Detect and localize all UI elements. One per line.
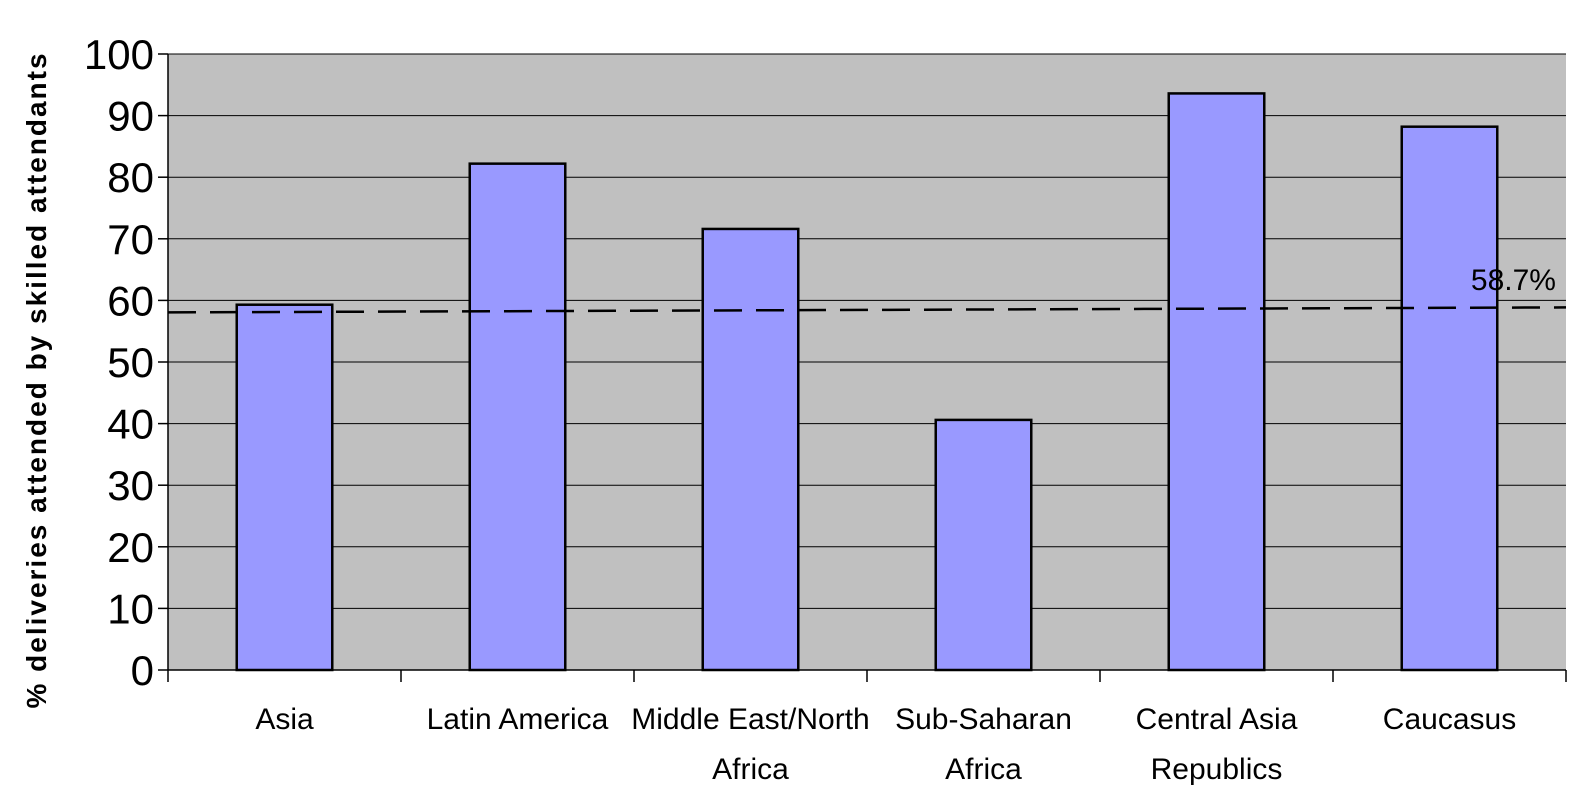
bar: [1400, 125, 1499, 672]
y-tick-label: 0: [131, 647, 154, 694]
x-category-label-line: Sub-Saharan: [895, 703, 1072, 736]
reference-line-label: 58.7%: [1471, 264, 1556, 297]
x-category-label: Central Asia Republics: [1136, 703, 1298, 786]
y-tick-label: 100: [84, 31, 154, 78]
y-tick-labels: 0 10 20 30 40 50 60 70 80 90 100: [84, 31, 154, 694]
y-tick-label: 60: [107, 277, 154, 324]
y-tick-label: 70: [107, 216, 154, 263]
y-tick-label: 20: [107, 524, 154, 571]
y-tick-label: 90: [107, 93, 154, 140]
x-category-label: Latin America: [427, 703, 609, 736]
x-category-label-line: Central Asia: [1136, 703, 1298, 736]
x-category-label-line: Republics: [1151, 753, 1283, 786]
y-tick-label: 10: [107, 585, 154, 632]
reference-line-dashes: [167, 306, 1567, 314]
x-category-label: Sub-Saharan Africa: [895, 703, 1072, 786]
x-category-label: Asia: [255, 703, 314, 736]
bar: [934, 418, 1033, 672]
bar: [235, 303, 334, 672]
y-tick-label: 50: [107, 339, 154, 386]
x-category-label-line: Latin America: [427, 703, 609, 736]
bar: [468, 162, 567, 672]
reference-line: [167, 306, 1567, 314]
x-category-labels: Asia Latin America Middle East/North Africa…: [255, 703, 1516, 786]
bar: [701, 227, 800, 672]
x-category-label-line: Caucasus: [1383, 703, 1516, 736]
x-category-label-line: Middle East/North: [631, 703, 869, 736]
gridlines: [168, 53, 1566, 609]
x-category-label-line: Asia: [255, 703, 314, 736]
bar: [1167, 92, 1266, 672]
x-category-label: Middle East/North Africa: [631, 703, 869, 786]
y-tick-label: 40: [107, 401, 154, 448]
x-category-label: Caucasus: [1383, 703, 1516, 736]
axes: [158, 53, 1567, 682]
y-tick-label: 30: [107, 462, 154, 509]
x-category-label-line: Africa: [712, 753, 789, 786]
y-axis-label: % deliveries attended by skilled attenda…: [21, 51, 52, 708]
x-category-label-line: Africa: [945, 753, 1022, 786]
y-tick-label: 80: [107, 154, 154, 201]
